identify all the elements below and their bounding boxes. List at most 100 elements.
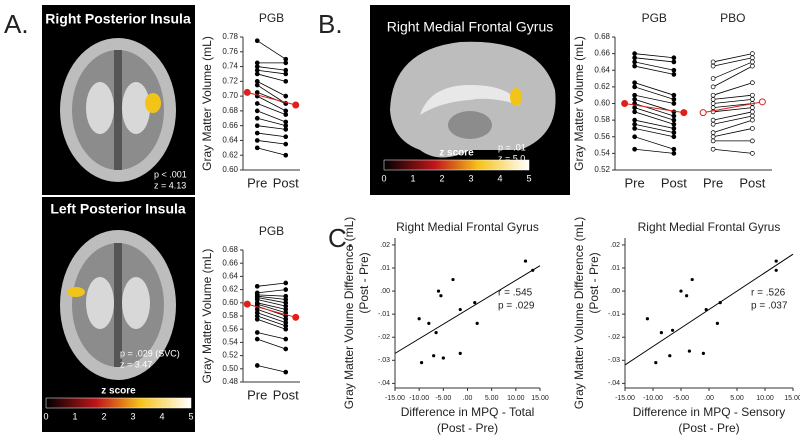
y-tick-label: -.03 [378,357,390,364]
subject-line [257,294,286,297]
image-title: Right Medial Frontal Gyrus [387,19,554,35]
subject-point [671,92,677,98]
subject-point [283,152,289,158]
subject-point [283,78,289,84]
mean-line [624,103,684,114]
subject-point [671,130,677,135]
subject-point [671,146,677,152]
x-tick-label: Pre [247,175,267,190]
fit-line [394,265,541,354]
y-axis-label: Gray Matter Volume Difference (mL) [342,217,356,410]
subject-point [671,121,677,127]
subject-point [671,126,677,131]
image-annotation: z = 5.0 [498,153,525,163]
subject-point [283,60,289,66]
subject-point [710,117,716,123]
subject-point [632,92,637,98]
subject-line [713,111,753,121]
y-tick-label: .01 [380,265,390,272]
y-tick-label: 0.56 [222,324,238,333]
subject-line [713,148,753,154]
subject-point [750,113,755,119]
subject-point [632,117,637,123]
mean-point [758,98,766,106]
subject-point [710,76,716,81]
colorbar-tick-label: 0 [43,411,48,421]
x-tick-label: 10.00 [507,395,525,402]
y-tick-label: 0.60 [222,298,238,307]
subject-line [257,338,286,350]
subject-line [257,40,286,60]
y-axis-note: (Post - Pre) [587,252,601,313]
subject-point [254,138,260,143]
subject-line [634,82,674,96]
data-point [427,321,431,325]
mean-point [292,313,300,321]
colorbar-tick-label: 2 [101,411,106,421]
subject-line [713,82,753,96]
y-tick-label: -.01 [608,311,620,318]
subject-line [634,86,674,100]
colorbar [45,397,192,409]
data-point [523,259,528,263]
mean-point [243,88,251,96]
subject-point [254,363,260,368]
subject-line [634,61,674,71]
data-point [668,354,672,358]
subject-point [632,59,637,65]
x-tick-label: 5.00 [730,395,744,402]
annotation: p = .037 [751,301,788,312]
x-axis-note: (Post - Pre) [437,421,498,435]
subject-line [713,107,753,113]
subject-point [632,80,637,86]
x-tick-label: -15.00 [615,395,635,402]
subject-point [671,72,677,77]
data-point [458,307,462,312]
subject-point [710,84,716,90]
mean-point [621,100,629,107]
y-tick-label: -.01 [378,311,390,318]
subject-point [750,59,755,65]
panel-label: B. [318,9,343,39]
subject-point [283,141,289,147]
subject-line [713,119,753,133]
subject-point [750,138,755,144]
subject-line [713,57,753,67]
subject-point [283,134,289,140]
data-point [458,351,462,355]
brain-image: Left Posterior Insula p = .029 (SVC) z =… [42,197,195,432]
subject-point [254,145,260,151]
y-tick-label: 0.56 [594,132,610,141]
subject-point [254,38,260,44]
x-tick-label: 5.00 [485,395,499,402]
x-tick-label: 15.00 [784,395,800,402]
colorbar-tick-label: 4 [159,411,164,421]
data-point [531,268,535,272]
subject-point [283,369,289,375]
subject-line [257,302,286,310]
x-tick-label: Post [273,175,299,190]
brain-image: Right Medial Frontal Gyrus p = .01 z = 5… [370,5,570,195]
subject-line [634,111,674,125]
subject-point [710,63,716,69]
subject-point [710,121,716,127]
y-axis-label: Gray Matter Volume Difference (mL) [572,217,586,410]
y-tick-label: -.04 [378,380,390,387]
subject-line [713,53,753,63]
y-tick-label: 0.66 [222,121,238,130]
data-point [417,317,421,321]
subject-point [671,117,677,123]
x-tick-label: Pre [247,387,267,402]
subject-point [283,280,289,286]
subject-point [254,283,260,289]
x-tick-label: Post [739,175,765,190]
subject-point [671,134,677,140]
subject-line [634,53,674,59]
y-axis-note: (Post - Pre) [357,252,371,313]
subject-point [283,336,289,342]
subject-line [713,128,753,138]
subject-point [254,71,260,77]
subject-line [634,119,674,129]
subject-line [257,282,286,287]
y-tick-label: 0.60 [222,165,238,174]
